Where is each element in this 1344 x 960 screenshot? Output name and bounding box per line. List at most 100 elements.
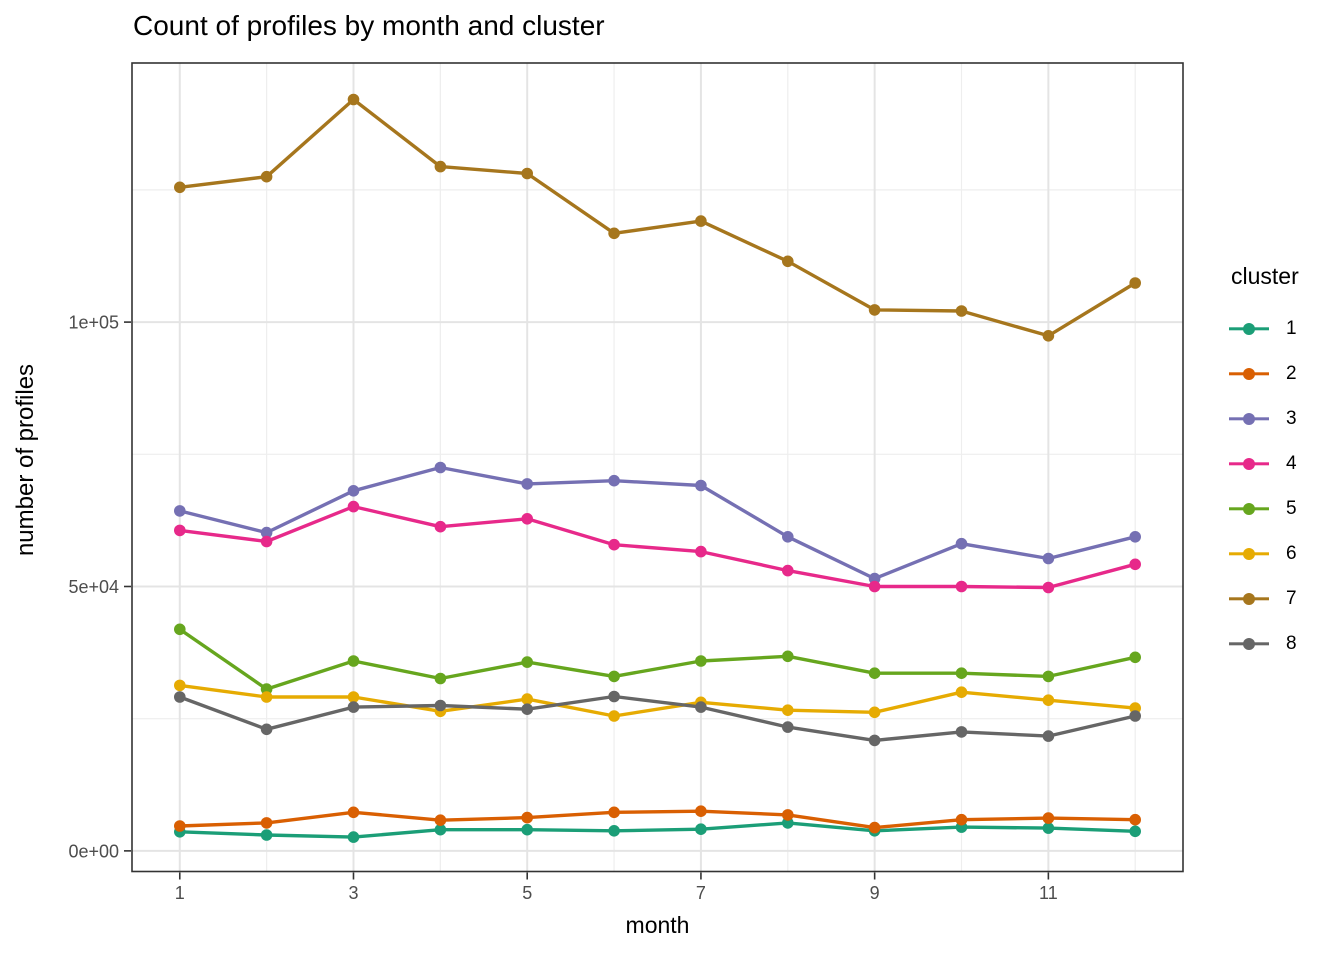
data-point-cluster-1 [782,817,794,829]
data-point-cluster-7 [608,227,620,240]
data-point-cluster-8 [434,699,447,712]
legend-item-cluster-3: 3 [1229,396,1299,441]
data-point-cluster-7 [1129,277,1141,289]
data-point-cluster-8 [521,703,533,715]
data-point-cluster-2 [782,809,794,821]
data-point-cluster-6 [521,693,533,705]
data-point-cluster-1 [260,829,273,841]
data-point-cluster-8 [868,734,881,747]
data-point-cluster-8 [1042,730,1055,742]
data-point-cluster-2 [260,817,273,829]
data-point-cluster-4 [347,500,360,513]
data-point-cluster-7 [347,93,360,106]
legend-item-cluster-2: 2 [1229,351,1299,396]
data-point-cluster-6 [260,691,273,703]
data-point-cluster-5 [434,672,447,685]
data-point-cluster-1 [521,823,533,836]
data-point-cluster-4 [868,580,881,593]
legend-item-cluster-5: 5 [1229,486,1299,531]
series-line-cluster-8 [179,694,1136,743]
data-point-cluster-3 [782,531,794,543]
y-axis-title: number of profiles [12,363,39,557]
data-point-cluster-2 [347,806,360,819]
data-point-cluster-8 [347,701,360,713]
legend-key-icon [1229,322,1269,336]
data-point-cluster-1 [695,823,707,835]
data-point-cluster-2 [695,805,707,817]
legend-key-dot-icon [1243,367,1255,380]
data-point-cluster-3 [1042,552,1055,565]
data-point-cluster-7 [782,255,794,268]
legend-key-icon [1229,367,1269,381]
legend: cluster 1 2 3 4 5 6 7 8 [1229,263,1299,666]
data-point-cluster-7 [434,160,447,173]
data-point-cluster-2 [1042,812,1055,824]
data-point-cluster-6 [955,686,968,698]
data-point-cluster-1 [347,831,360,843]
legend-key-dot-icon [1243,502,1255,515]
legend-key-icon [1229,592,1269,606]
data-point-cluster-7 [955,305,968,317]
data-point-cluster-4 [260,535,273,548]
series-line-cluster-7 [179,97,1137,338]
data-point-cluster-5 [695,655,707,667]
legend-key-dot-icon [1243,412,1255,425]
data-point-cluster-8 [695,701,707,713]
panel-border [131,62,1184,873]
data-point-cluster-6 [347,691,360,703]
x-axis-tick-label: 11 [1039,883,1058,903]
data-point-cluster-1 [1042,822,1055,834]
data-point-cluster-4 [955,580,968,593]
y-axis-tick-label: 0e+00 [68,841,119,861]
data-point-cluster-3 [260,526,273,539]
legend-item-label: 3 [1286,407,1297,429]
data-point-cluster-8 [955,726,968,738]
data-point-cluster-5 [1042,670,1055,683]
legend-title: cluster [1231,263,1299,289]
data-point-cluster-3 [174,505,186,517]
legend-key-icon [1229,547,1269,561]
data-point-cluster-4 [1129,558,1141,571]
data-point-cluster-4 [521,513,533,525]
series-line-cluster-4 [179,504,1136,590]
data-point-cluster-7 [521,167,533,180]
legend-item-label: 7 [1286,587,1297,609]
data-point-cluster-4 [608,538,620,551]
data-point-cluster-7 [174,181,186,194]
x-axis-title: month [625,912,690,938]
data-point-cluster-5 [955,667,968,679]
data-point-cluster-2 [174,820,186,832]
legend-item-cluster-4: 4 [1229,441,1299,486]
legend-key-dot-icon [1243,457,1255,470]
data-point-cluster-2 [1129,813,1141,826]
data-point-cluster-2 [434,814,447,826]
legend-key-dot-icon [1243,637,1255,650]
data-point-cluster-1 [1129,825,1141,838]
data-point-cluster-7 [695,215,707,227]
data-point-cluster-5 [174,623,186,636]
y-axis-tick-label: 5e+04 [68,577,119,597]
data-point-cluster-3 [1129,531,1141,543]
legend-item-label: 4 [1286,452,1297,474]
legend-item-cluster-7: 7 [1229,576,1299,621]
data-point-cluster-3 [608,474,620,487]
legend-item-label: 8 [1286,632,1297,654]
legend-key-dot-icon [1243,322,1255,335]
x-axis-tick-label: 1 [175,883,185,903]
legend-item-cluster-8: 8 [1229,621,1299,666]
data-point-cluster-6 [608,710,620,722]
legend-key-icon [1229,457,1269,471]
data-point-cluster-4 [695,545,707,558]
data-point-cluster-3 [434,461,447,474]
legend-items: 1 2 3 4 5 6 7 8 [1229,306,1299,666]
data-point-cluster-8 [782,721,794,733]
data-point-cluster-3 [347,485,360,497]
data-point-cluster-7 [1042,330,1055,342]
data-point-cluster-5 [608,670,620,683]
data-point-cluster-5 [347,655,360,667]
data-point-cluster-3 [955,537,968,550]
legend-key-icon [1229,412,1269,426]
x-axis-tick-label: 5 [522,883,532,903]
legend-item-label: 2 [1286,362,1297,384]
